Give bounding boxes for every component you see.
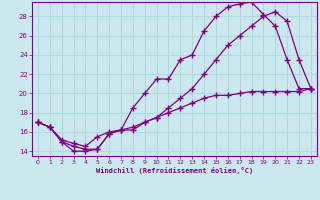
X-axis label: Windchill (Refroidissement éolien,°C): Windchill (Refroidissement éolien,°C) (96, 167, 253, 174)
